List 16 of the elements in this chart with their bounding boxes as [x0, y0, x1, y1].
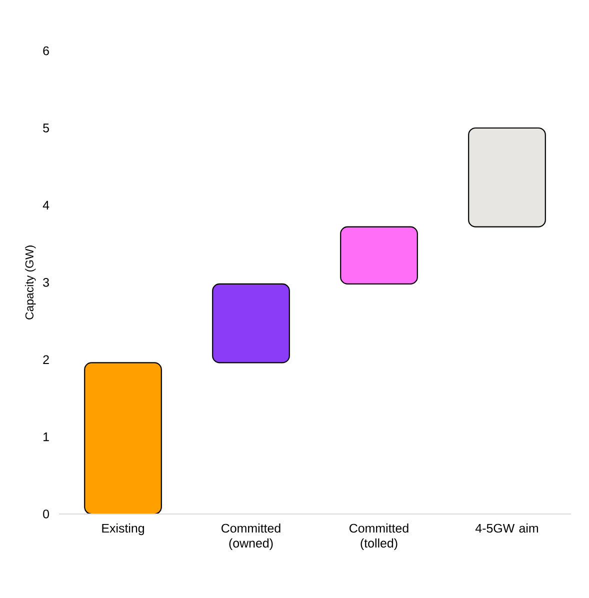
y-tick-label: 2: [43, 355, 49, 364]
bar: [84, 362, 162, 515]
y-tick-label: 5: [43, 124, 49, 132]
x-tick-label: Committed (tolled): [350, 523, 408, 550]
bar: [340, 226, 418, 284]
bar: [212, 283, 290, 364]
y-tick-label: 3: [43, 278, 49, 287]
y-tick-label: 4: [42, 200, 50, 210]
x-tick-label: Committed (owned): [222, 523, 280, 550]
y-tick-label: 0: [43, 510, 50, 518]
x-tick-label: Existing: [102, 523, 144, 536]
x-tick-label: 4-5GW aim: [475, 523, 538, 533]
y-axis-title: Capacity (GW): [25, 246, 36, 320]
bar: [468, 127, 546, 228]
y-tick-label: 6: [43, 46, 49, 56]
y-tick-label: 1: [44, 432, 49, 442]
